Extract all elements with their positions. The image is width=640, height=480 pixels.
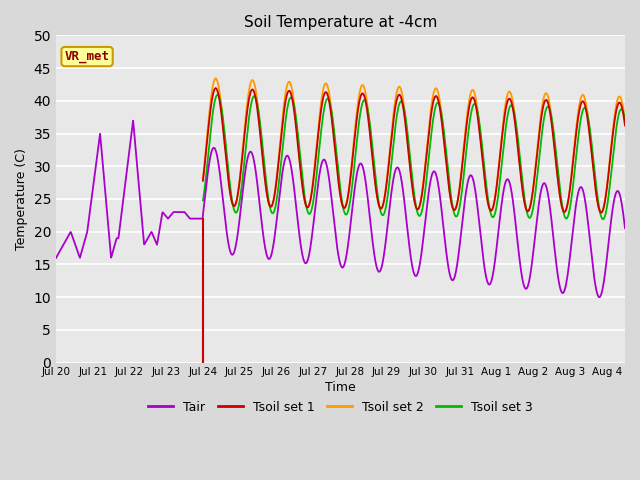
X-axis label: Time: Time — [325, 381, 356, 394]
Title: Soil Temperature at -4cm: Soil Temperature at -4cm — [244, 15, 437, 30]
Text: VR_met: VR_met — [65, 50, 109, 63]
Y-axis label: Temperature (C): Temperature (C) — [15, 148, 28, 250]
Legend: Tair, Tsoil set 1, Tsoil set 2, Tsoil set 3: Tair, Tsoil set 1, Tsoil set 2, Tsoil se… — [143, 396, 538, 419]
